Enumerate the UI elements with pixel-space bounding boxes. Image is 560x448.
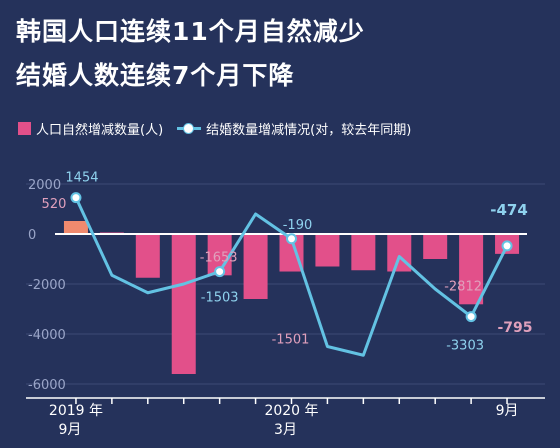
bar-mark (63, 221, 88, 234)
line-value-label: 1454 (65, 171, 98, 186)
line-point (501, 240, 513, 252)
line-value-label: -1503 (201, 291, 239, 306)
line-point (214, 266, 226, 278)
legend-bar-swatch (18, 122, 31, 135)
line-point (70, 192, 82, 204)
x-tick-label: 2019 年 (49, 403, 103, 419)
line-value-label: -3303 (446, 339, 484, 354)
x-tick-label: 9月 (59, 422, 82, 438)
y-tick-label: -6000 (28, 378, 66, 393)
y-tick-label: 2000 (28, 178, 61, 193)
bar-mark (459, 234, 484, 305)
y-tick-label: 0 (28, 228, 36, 243)
bar-value-label: -1653 (200, 250, 238, 265)
x-tick-label: 3月 (274, 422, 297, 438)
bar-mark (171, 234, 196, 374)
legend-line-label: 结婚数量增减情况(对，较去年同期) (206, 123, 412, 138)
bar-mark (243, 234, 268, 299)
bar-value-label: -1501 (272, 333, 310, 348)
x-tick-label: 2020 年 (264, 403, 318, 419)
legend-line-swatch (177, 122, 202, 135)
line-value-label: -474 (490, 201, 528, 219)
y-tick-label: -4000 (28, 328, 66, 343)
bar-mark (315, 234, 340, 267)
chart-title-line1: 韩国人口连续11个月自然减少 (16, 17, 365, 46)
line-point (465, 311, 477, 323)
bar-mark (351, 234, 376, 271)
legend-bar-label: 人口自然增减数量(人) (36, 123, 164, 138)
y-tick-label: -2000 (28, 278, 66, 293)
bar-mark (135, 234, 160, 278)
line-value-label: -190 (283, 218, 313, 233)
bar-value-label: 520 (42, 197, 67, 212)
bar-mark (423, 234, 448, 259)
bar-value-label: -2812 (444, 279, 482, 294)
chart-title-line2: 结婚人数连续7个月下降 (16, 61, 295, 90)
chart-legend: 人口自然增减数量(人) 结婚数量增减情况(对，较去年同期) (18, 119, 411, 138)
x-tick-label: 9月 (496, 403, 519, 419)
bar-value-label: -795 (498, 320, 533, 336)
line-point (286, 233, 297, 245)
